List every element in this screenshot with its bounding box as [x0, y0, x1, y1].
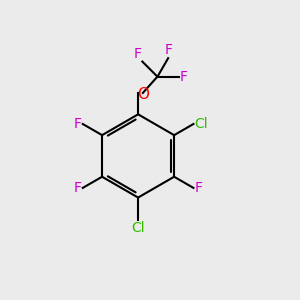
Text: F: F	[73, 181, 81, 195]
Text: Cl: Cl	[131, 221, 145, 235]
Text: F: F	[194, 181, 202, 195]
Text: F: F	[73, 117, 81, 131]
Text: F: F	[164, 43, 172, 57]
Text: O: O	[137, 87, 149, 102]
Text: F: F	[180, 70, 188, 84]
Text: F: F	[134, 47, 142, 61]
Text: Cl: Cl	[194, 117, 208, 131]
